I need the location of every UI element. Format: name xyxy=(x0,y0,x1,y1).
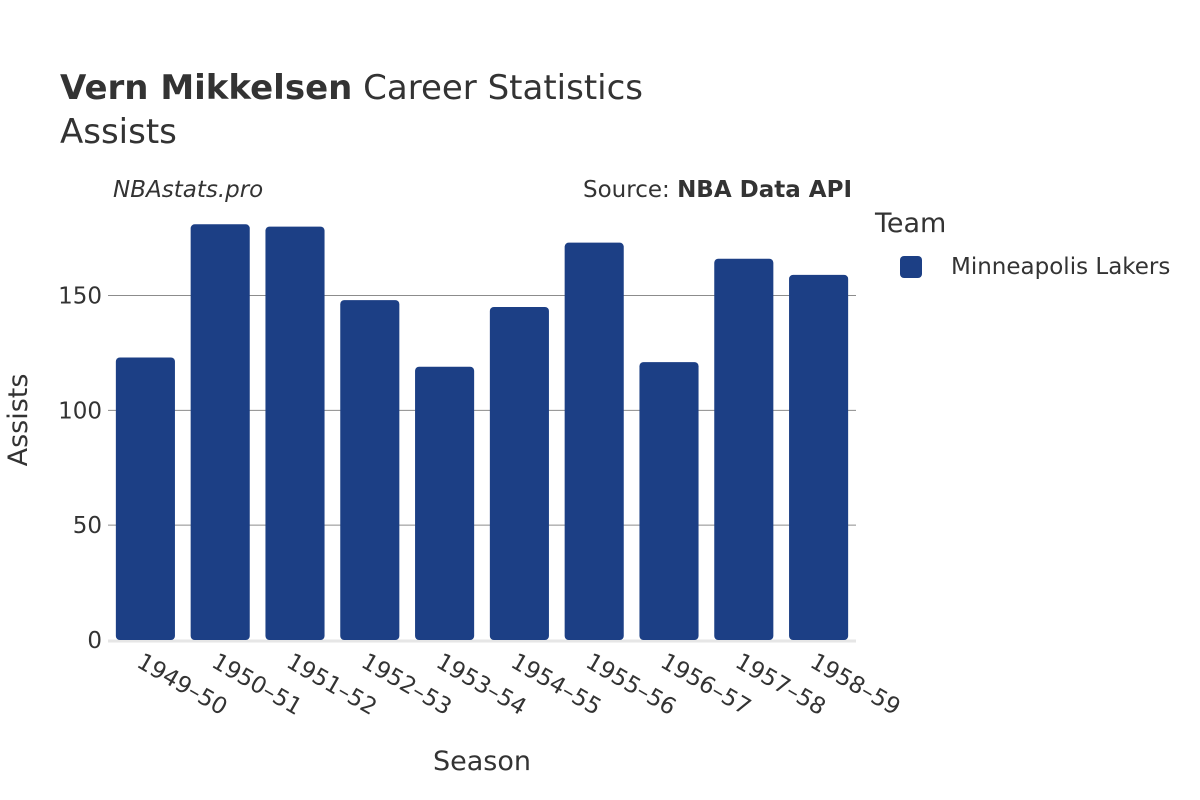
legend-label: Minneapolis Lakers xyxy=(951,254,1171,280)
chart-title: Vern Mikkelsen Career Statistics xyxy=(60,68,643,108)
player-name: Vern Mikkelsen xyxy=(60,68,353,108)
legend-title: Team xyxy=(875,208,947,239)
bar[interactable] xyxy=(639,362,699,640)
legend-swatch xyxy=(900,256,922,278)
source-prefix: Source: xyxy=(583,177,670,203)
source-note: Source: NBA Data API xyxy=(583,177,852,203)
bar[interactable] xyxy=(265,226,325,641)
y-axis-title: Assists xyxy=(3,374,34,467)
bar[interactable] xyxy=(415,366,475,640)
legend-item[interactable]: Minneapolis Lakers xyxy=(900,252,1170,282)
y-tick-label: 150 xyxy=(58,283,102,309)
y-tick-label: 50 xyxy=(73,513,102,539)
chart-subtitle: Assists xyxy=(60,112,177,152)
bar[interactable] xyxy=(714,258,774,640)
bar[interactable] xyxy=(340,300,400,640)
y-tick-labels: 0 50 100 150 xyxy=(58,283,102,654)
x-axis-title: Season xyxy=(433,746,531,777)
bars xyxy=(115,224,849,641)
bar[interactable] xyxy=(489,306,549,640)
y-tick-label: 0 xyxy=(87,628,102,654)
bar[interactable] xyxy=(190,224,250,641)
watermark: NBAstats.pro xyxy=(113,177,264,203)
title-rest: Career Statistics xyxy=(363,68,644,108)
x-tick-labels: 1949–501950–511951–521952–531953–541954–… xyxy=(132,649,904,721)
y-tick-label: 100 xyxy=(58,398,102,424)
source-name: NBA Data API xyxy=(677,177,852,203)
bar[interactable] xyxy=(789,274,849,640)
bar[interactable] xyxy=(115,357,175,640)
bar[interactable] xyxy=(564,242,624,640)
